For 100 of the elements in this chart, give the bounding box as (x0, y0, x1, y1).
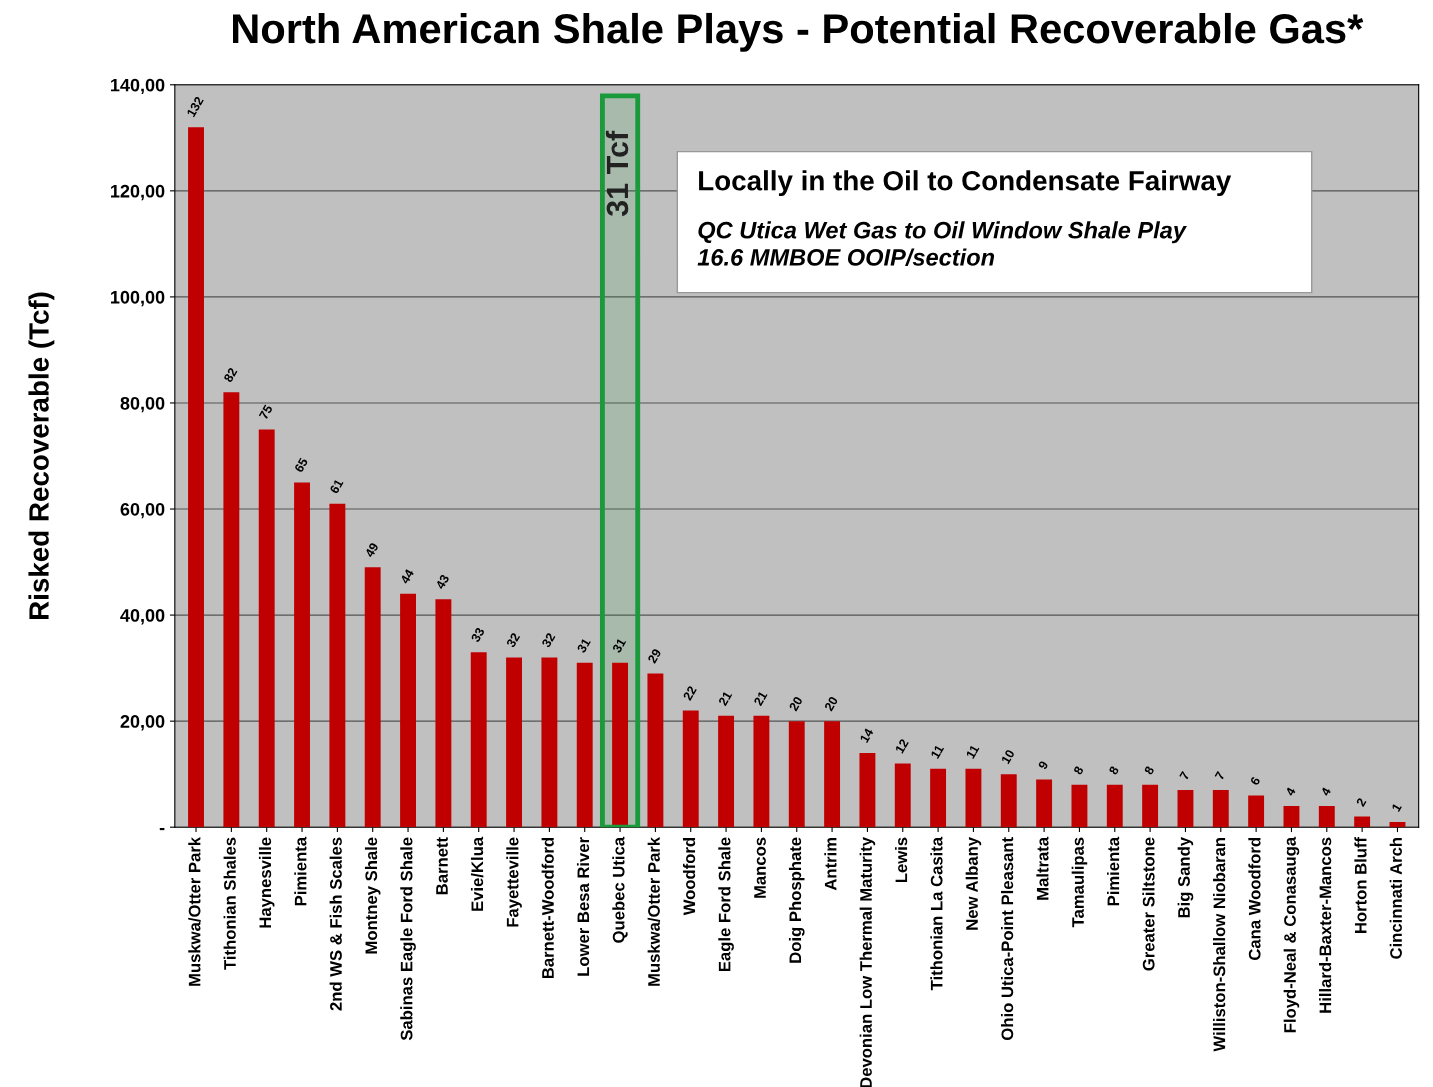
x-tick-label: Mancos (754, 837, 766, 898)
data-label: 44 (400, 568, 415, 585)
bar (223, 392, 240, 828)
bar (1212, 790, 1229, 828)
data-label: 20 (824, 695, 839, 712)
data-label: 8 (1073, 765, 1084, 776)
bar (506, 657, 523, 828)
band-label: 31 Tcf (605, 130, 629, 217)
bar (647, 673, 664, 828)
x-tick-label: Tamaulipas (1071, 837, 1088, 928)
bar (753, 715, 770, 828)
x-tick-label: Muskwa/Otter Park (647, 836, 661, 986)
bar (1071, 784, 1088, 828)
x-tick-label: Antrim (824, 837, 837, 891)
data-label: 32 (541, 632, 556, 649)
bar (329, 503, 346, 828)
data-label: 49 (364, 542, 379, 559)
x-tick-label: Haynesville (258, 837, 275, 928)
x-tick-label: Fayetteville (506, 837, 522, 927)
bar (541, 657, 558, 828)
bar (1036, 779, 1053, 828)
x-tick-label: Pimienta (294, 836, 307, 906)
data-label: 14 (859, 727, 874, 744)
x-tick-label: Cincinnati Arch (1389, 837, 1402, 959)
bar (1318, 805, 1335, 828)
x-tick-label: Horton Bluff (1354, 836, 1367, 933)
x-tick-label: Devonian Low Thermal Maturity (859, 837, 876, 1087)
data-label: 31 (576, 637, 591, 654)
x-tick-label: Montney Shale (364, 837, 381, 954)
data-label: 12 (894, 738, 909, 754)
data-label: 61 (329, 478, 344, 495)
bar (400, 593, 416, 828)
data-label: 7 (1179, 770, 1190, 781)
data-label: 65 (294, 457, 309, 473)
data-label: 4 (1320, 786, 1332, 797)
x-tick-label: Barnett-Woodford (541, 838, 554, 979)
bar (788, 721, 805, 828)
x-tick-label: Williston-Shallow Niobaran (1213, 837, 1226, 1052)
bar (930, 768, 947, 828)
x-tick-label: Tithonian Shales (223, 837, 236, 970)
x-tick-label: Doig Phosphate (788, 837, 805, 963)
data-label: 6 (1249, 776, 1261, 786)
data-label: 7 (1214, 770, 1226, 781)
y-tick-label: 120,00 (111, 184, 165, 201)
data-label: 22 (682, 685, 697, 701)
x-tick-label: Big Sandy (1177, 837, 1194, 918)
y-tick-label: 60,00 (120, 502, 165, 519)
data-label: 75 (258, 404, 273, 420)
y-tick-label: 80,00 (120, 396, 165, 413)
x-tick-label: Lower Besa River (576, 837, 590, 976)
data-label: 4 (1285, 786, 1296, 797)
bar (965, 768, 982, 828)
x-tick-label: Barnett (436, 837, 448, 895)
x-tick-label: Cana Woodford (1248, 838, 1261, 960)
y-axis-title: Risked Recoverable (Tcf) (28, 292, 55, 620)
bar (258, 429, 275, 828)
x-tick-label: Evie/Klua (470, 836, 484, 911)
x-tick-label: Floyd-Neal & Conasauga (1283, 836, 1300, 1033)
bar (859, 752, 876, 828)
bar (188, 127, 204, 828)
data-label: 11 (930, 744, 945, 759)
bar (824, 721, 841, 828)
bar (1283, 805, 1300, 828)
x-tick-label: Maltrata (1036, 836, 1049, 900)
x-tick-label: Quebec Utica (612, 836, 628, 943)
bar (1106, 784, 1123, 828)
data-label: 31 (611, 637, 627, 654)
bar (682, 710, 699, 828)
data-label: 2 (1355, 797, 1367, 807)
bar (1000, 774, 1017, 828)
bar (435, 599, 452, 828)
bar (718, 715, 735, 828)
x-tick-label: Greater Siltstone (1142, 837, 1155, 971)
data-label: 20 (788, 695, 803, 712)
x-tick-label: Eagle Ford Shale (718, 837, 734, 972)
bar (612, 662, 629, 828)
bar (576, 662, 593, 828)
y-tick-label: 140,00 (111, 78, 165, 95)
x-tick-label: Muskwa/Otter Park (188, 836, 201, 986)
annotation: Locally in the Oil to Condensate Fairway (699, 170, 1232, 197)
data-label: 29 (647, 648, 662, 664)
y-tick-label: 40,00 (120, 609, 165, 625)
bar (364, 567, 381, 828)
y-tick-label: 20,00 (120, 715, 165, 731)
bar (1142, 784, 1159, 828)
bar (470, 652, 487, 828)
data-label: 33 (470, 626, 485, 643)
data-label: 32 (505, 632, 521, 649)
x-tick-label: Tithonian La Casita (930, 836, 943, 991)
x-tick-label: Lewis (894, 837, 908, 883)
data-label: 10 (1000, 748, 1015, 765)
bar (894, 763, 911, 828)
bar (1177, 790, 1194, 828)
data-label: 9 (1037, 760, 1049, 770)
x-tick-label: Ohio Utica-Point Pleasant (1001, 837, 1014, 1040)
data-label: 11 (965, 744, 980, 759)
bar (1354, 816, 1371, 828)
data-label: 132 (186, 95, 204, 118)
data-label: 82 (223, 367, 238, 383)
y-tick-label: 100,00 (111, 290, 165, 307)
